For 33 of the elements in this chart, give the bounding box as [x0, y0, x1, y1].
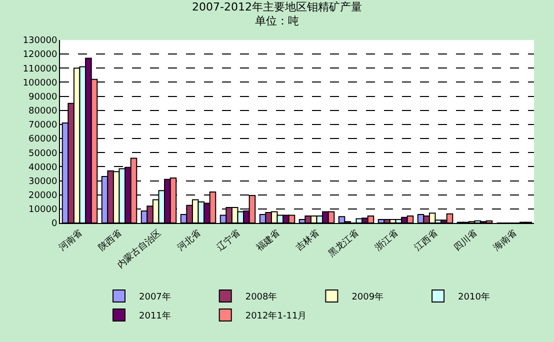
- x-tick-label: 浙江省: [372, 228, 401, 254]
- x-tick-label: 河南省: [56, 228, 85, 254]
- chart-subtitle: 单位：吨: [255, 14, 299, 28]
- y-tick-label: 10000: [28, 205, 58, 216]
- legend-label: 2010年: [458, 292, 490, 303]
- y-tick-label: 50000: [28, 148, 58, 159]
- y-tick-label: 60000: [28, 134, 58, 145]
- x-tick-label: 海南省: [491, 228, 520, 254]
- x-tick-label: 辽宁省: [214, 228, 243, 254]
- y-tick-label: 0: [51, 219, 58, 230]
- x-tick-label: 四川省: [452, 228, 480, 254]
- y-tick-label: 100000: [22, 78, 58, 88]
- y-tick-label: 70000: [28, 120, 58, 131]
- y-tick-label: 20000: [28, 191, 58, 201]
- chart-title: 2007-2012年主要地区钼精矿产量: [192, 0, 362, 14]
- x-tick-label: 陕西省: [96, 228, 124, 254]
- legend-label: 2012年1-11月: [245, 310, 307, 322]
- x-tick-label: 福建省: [254, 228, 282, 254]
- y-tick-label: 80000: [28, 106, 58, 117]
- y-tick-label: 30000: [28, 176, 58, 187]
- y-tick-label: 40000: [28, 162, 58, 173]
- y-tick-label: 90000: [28, 92, 58, 102]
- x-tick-label: 黑龙江省: [326, 228, 362, 260]
- x-tick-label: 河北省: [175, 228, 204, 254]
- y-tick-label: 130000: [22, 36, 58, 46]
- legend-label: 2009年: [352, 292, 384, 303]
- y-tick-label: 110000: [22, 64, 58, 74]
- legend-label: 2007年: [139, 292, 171, 303]
- x-tick-label: 江西省: [412, 228, 440, 254]
- y-tick-label: 120000: [22, 50, 58, 60]
- x-tick-label: 吉林省: [294, 228, 322, 254]
- legend-label: 2008年: [245, 292, 278, 303]
- legend-label: 2011年: [139, 310, 171, 322]
